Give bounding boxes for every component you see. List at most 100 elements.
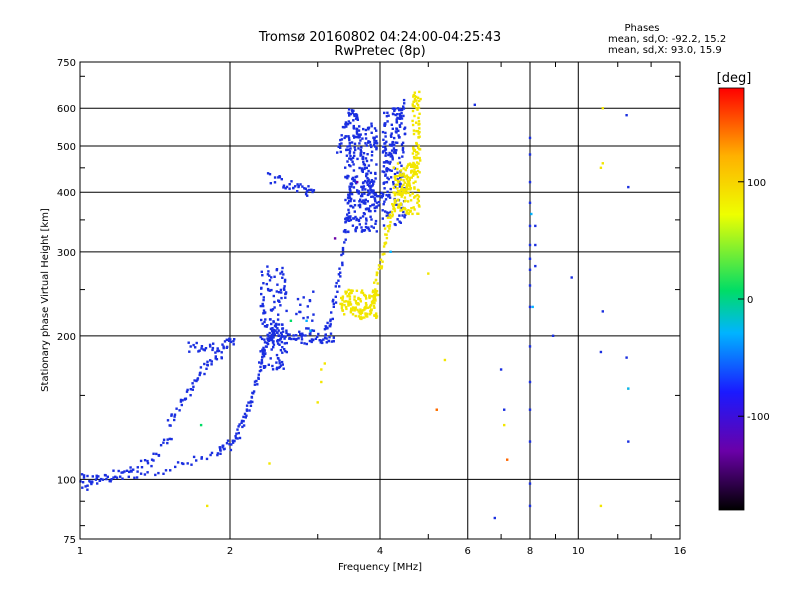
o-mode-point — [396, 171, 399, 174]
o-mode-point — [268, 274, 271, 277]
o-mode-point — [353, 142, 357, 145]
o-mode-point — [229, 340, 233, 344]
o-mode-point — [359, 198, 362, 201]
o-mode-point — [364, 225, 368, 229]
x-mode-point — [381, 253, 384, 256]
accent-point — [389, 250, 392, 253]
o-mode-point — [343, 229, 347, 232]
o-mode-point — [348, 185, 351, 188]
o-mode-point — [210, 363, 213, 366]
o-mode-point — [164, 469, 168, 472]
o-mode-point — [357, 147, 360, 150]
x-mode-point — [417, 144, 420, 147]
x-mode-point — [412, 100, 415, 103]
o-mode-point — [274, 325, 278, 328]
o-mode-point — [354, 229, 357, 233]
o-mode-point — [381, 151, 385, 154]
o-mode-point — [369, 187, 372, 190]
x-mode-point — [417, 132, 420, 135]
o-mode-point — [399, 115, 403, 118]
o-mode-point — [192, 455, 196, 459]
o-mode-point — [370, 125, 373, 128]
o-mode-point — [203, 362, 206, 366]
x-mode-point — [416, 197, 420, 201]
o-mode-point — [228, 443, 231, 446]
o-mode-point — [154, 473, 157, 477]
o-mode-point — [385, 211, 389, 214]
o-mode-point — [395, 127, 398, 130]
o-mode-point — [359, 152, 362, 155]
x-mode-point — [359, 300, 362, 303]
x-mode-point — [412, 146, 415, 149]
o-mode-point — [399, 176, 402, 180]
o-mode-point — [265, 325, 268, 328]
o-mode-point — [282, 287, 286, 290]
o-mode-point — [358, 142, 361, 145]
o-mode-point — [369, 185, 372, 189]
o-mode-point — [278, 359, 281, 362]
o-mode-point — [377, 204, 380, 207]
x-mode-point — [394, 178, 398, 181]
o-mode-point — [276, 339, 280, 342]
o-mode-point — [528, 257, 532, 260]
o-mode-point — [269, 327, 273, 330]
o-mode-point — [256, 383, 259, 386]
o-mode-point — [259, 304, 262, 308]
o-mode-point — [264, 365, 267, 368]
o-mode-point — [268, 289, 271, 292]
o-mode-point — [361, 157, 365, 160]
o-mode-point — [369, 180, 372, 183]
o-mode-point — [332, 305, 335, 308]
o-mode-point — [383, 170, 386, 174]
o-mode-point — [341, 248, 345, 252]
x-mode-point — [415, 154, 418, 157]
x-mode-point — [344, 305, 348, 309]
o-mode-point — [360, 193, 364, 196]
x-mode-point — [349, 289, 352, 292]
x-mode-point — [340, 304, 344, 307]
o-mode-point — [276, 331, 279, 334]
x-mode-point — [373, 281, 376, 284]
o-mode-point — [401, 148, 405, 152]
o-mode-point — [310, 340, 313, 344]
o-mode-point — [100, 477, 103, 481]
o-mode-point — [370, 225, 373, 228]
o-mode-point — [212, 342, 215, 345]
o-mode-point — [390, 144, 393, 147]
x-mode-point — [398, 174, 401, 177]
o-mode-point — [299, 310, 302, 314]
o-mode-point — [599, 350, 603, 354]
o-mode-point — [306, 316, 309, 319]
o-mode-point — [351, 111, 354, 115]
o-mode-point — [340, 138, 344, 141]
o-mode-point — [366, 177, 369, 180]
phase-stats-header: Phases — [624, 23, 659, 34]
o-mode-point — [400, 108, 404, 112]
o-mode-point — [175, 407, 178, 410]
x-mode-point — [407, 212, 410, 215]
o-mode-point — [123, 470, 126, 473]
o-mode-point — [384, 148, 388, 151]
o-mode-point — [301, 185, 304, 188]
x-mode-point — [410, 176, 413, 179]
x-mode-point — [412, 181, 415, 185]
x-tick-label: 2 — [227, 546, 233, 557]
o-mode-point — [279, 331, 283, 335]
o-mode-point — [248, 409, 251, 412]
x-mode-point — [401, 207, 405, 210]
o-mode-point — [528, 305, 532, 309]
o-mode-point — [373, 209, 377, 213]
o-mode-point — [391, 156, 394, 159]
o-mode-point — [152, 459, 155, 462]
o-mode-point — [391, 141, 394, 144]
x-mode-point — [390, 210, 394, 214]
o-mode-point — [349, 147, 352, 150]
x-mode-point — [393, 194, 397, 197]
o-mode-point — [280, 323, 284, 326]
o-mode-point — [275, 290, 278, 293]
x-mode-point — [372, 305, 376, 308]
x-mode-point — [399, 202, 402, 205]
x-mode-point — [357, 296, 360, 300]
x-mode-point — [363, 293, 366, 297]
o-mode-point — [391, 158, 394, 161]
